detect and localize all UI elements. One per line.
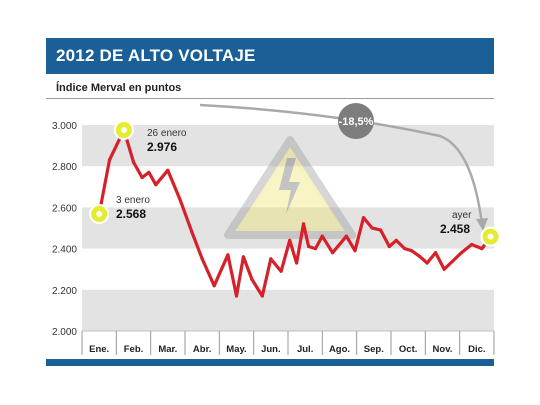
data-point [418,255,422,259]
data-point [480,247,484,251]
start-value-label: 2.568 [116,207,146,221]
data-point [234,294,239,298]
data-point [434,251,438,255]
change-badge [338,103,374,139]
data-point [147,170,151,174]
data-point [361,216,366,220]
data-point [140,175,144,180]
data-point [154,183,158,187]
data-point [307,244,311,249]
data-point [301,222,306,226]
data-point [336,244,340,249]
data-point [241,255,245,259]
data-point [250,277,254,282]
data-point [403,247,407,251]
data-point [313,247,318,251]
peak-value-label: 2.976 [147,140,177,154]
data-point [200,257,204,261]
grid-band [82,289,494,331]
data-point [410,249,414,253]
data-point [370,226,374,230]
x-tick-label: Abr. [193,344,211,355]
annotation-labels: 26 enero 2.976 3 enero 2.568 ayer 2.458 [116,128,472,236]
data-point [178,197,182,201]
x-tick-label: Dic. [468,344,485,355]
y-tick-label: 3.000 [52,121,77,132]
peak-date-label: 26 enero [147,128,187,139]
highlight-marker-center [96,210,103,217]
y-tick-label: 2.400 [52,245,77,256]
x-tick-label: Oct. [399,344,417,355]
data-point [344,234,348,238]
title-bar: 2012 DE ALTO VOLTAJE [46,38,494,74]
y-tick-label: 2.000 [52,327,77,338]
end-value-label: 2.458 [440,222,470,236]
bottom-bar [46,359,494,366]
arrow-head [476,218,488,231]
change-arrow: -18,5% [199,103,488,231]
x-tick-label: Mar. [158,344,177,355]
y-tick-label: 2.200 [52,286,77,297]
highlight-markers [89,119,501,247]
subtitle-divider [46,98,494,99]
high-voltage-warning-icon [224,136,356,239]
x-tick-label: Ago. [329,344,350,355]
data-point [320,234,324,238]
data-point [107,158,112,162]
highlight-marker-center [487,233,494,240]
data-point [269,257,273,261]
data-point [470,242,474,247]
x-tick-label: May. [226,344,246,355]
x-tick-label: Nov. [433,344,453,355]
x-tick-label: Jun. [261,344,281,355]
x-tick-label: Ene. [89,344,109,355]
data-point [425,261,429,265]
x-axis: Ene. Feb. Mar. Abr. May. Jun. Jul. Ago. Sep. Oct.… [81,330,495,355]
x-tick-label: Sep. [364,344,384,355]
end-date-label: ayer [452,210,472,221]
change-label: -18,5% [339,116,374,128]
data-point [131,160,136,164]
data-point [353,249,357,253]
data-point [190,230,194,234]
data-point [295,261,299,265]
data-point [379,228,383,232]
data-point [166,168,170,172]
data-point [451,259,455,263]
chart-subtitle: Índice Merval en puntos [56,82,182,94]
data-point [212,284,216,288]
y-tick-label: 2.600 [52,203,77,214]
data-point [442,267,446,271]
data-point [279,269,283,273]
x-tick-label: Feb. [124,344,144,355]
data-point [459,251,463,255]
data-point [288,238,292,242]
data-point [394,238,398,242]
highlight-marker-center [120,126,127,133]
grid-bands [82,125,494,331]
change-arrow-path [199,103,484,225]
y-axis: 2.000 2.200 2.400 2.600 2.800 3.000 [52,121,77,338]
start-date-label: 3 enero [116,195,150,206]
data-point [260,294,264,298]
data-point [387,244,391,249]
data-point [226,253,230,257]
chart-title: 2012 DE ALTO VOLTAJE [56,46,256,65]
y-tick-label: 2.800 [52,162,77,173]
data-point [331,251,335,255]
x-tick-label: Jul. [297,344,313,355]
